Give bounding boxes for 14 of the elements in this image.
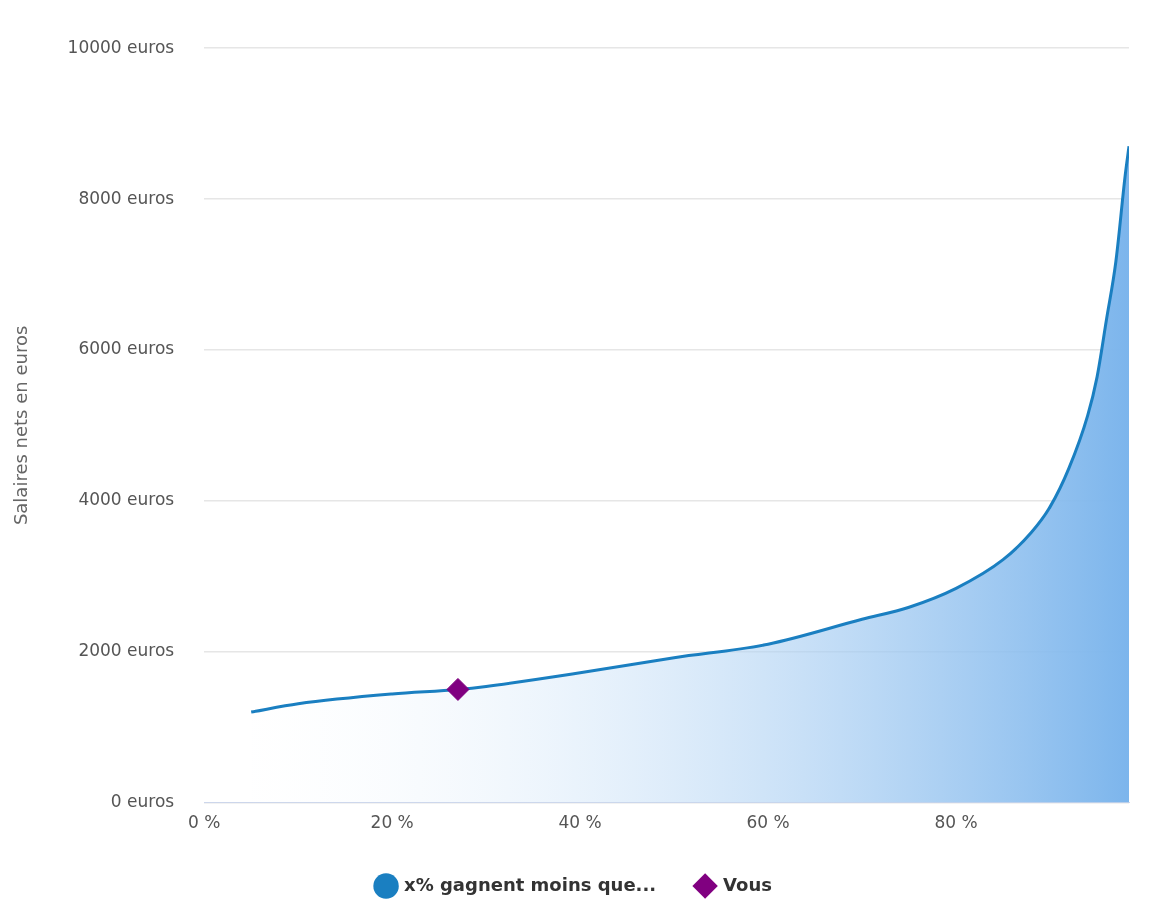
y-tick-label: 10000 euros: [67, 36, 175, 57]
x-tick-label: 80 %: [934, 812, 978, 833]
legend-label: Vous: [723, 873, 772, 895]
x-tick-label: 60 %: [746, 812, 790, 833]
y-axis-title: Salaires nets en euros: [10, 325, 32, 526]
y-tick-label: 4000 euros: [78, 489, 175, 510]
y-tick-label: 0 euros: [110, 791, 175, 812]
y-tick-label: 8000 euros: [78, 187, 175, 208]
x-tick-label: 20 %: [370, 812, 414, 833]
y-tick-label: 6000 euros: [78, 338, 175, 359]
legend-label: x% gagnent moins que...: [404, 873, 657, 895]
x-tick-label: 40 %: [558, 812, 602, 833]
x-tick-label: 0 %: [188, 812, 221, 833]
y-tick-label: 2000 euros: [78, 640, 175, 661]
